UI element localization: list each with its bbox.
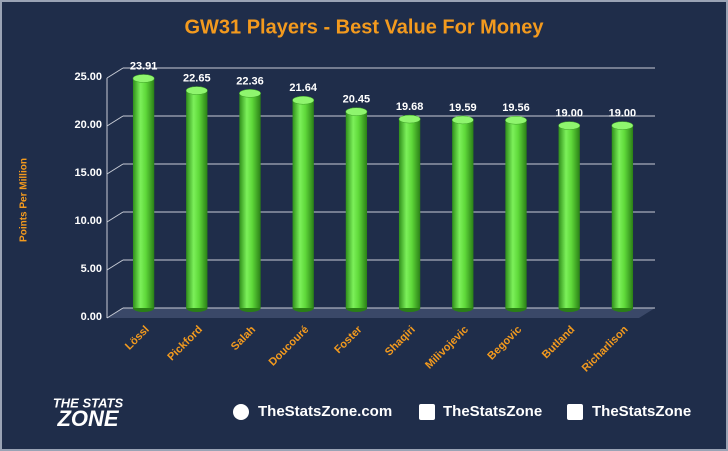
y-axis-label: Points Per Million bbox=[19, 158, 30, 242]
footer: THE STATS ZONE TheStatsZone.com TheStats… bbox=[53, 395, 691, 430]
value-label: 19.00 bbox=[555, 108, 583, 120]
chart-title: GW31 Players - Best Value For Money bbox=[184, 16, 544, 38]
bar-top bbox=[345, 107, 368, 116]
bar bbox=[505, 120, 527, 308]
facebook: TheStatsZone bbox=[443, 403, 542, 420]
bar-top bbox=[611, 121, 634, 130]
bar-top bbox=[505, 115, 527, 125]
bar bbox=[611, 125, 634, 308]
y-tick-label: 5.00 bbox=[81, 263, 102, 275]
grid-line-side bbox=[106, 307, 124, 319]
grid-line-side bbox=[106, 67, 124, 79]
bar bbox=[452, 119, 474, 308]
bar-top bbox=[558, 121, 581, 130]
bar bbox=[558, 125, 580, 308]
bar-top bbox=[132, 74, 155, 83]
value-label: 20.45 bbox=[343, 94, 371, 106]
grid-line-side bbox=[106, 211, 124, 223]
bar bbox=[398, 119, 421, 309]
bar bbox=[132, 78, 155, 309]
value-label: 23.91 bbox=[130, 60, 158, 72]
bar bbox=[186, 90, 208, 308]
value-label: 19.56 bbox=[502, 102, 530, 114]
globe-icon bbox=[233, 404, 249, 420]
bar-top bbox=[239, 89, 261, 98]
value-label: 19.68 bbox=[396, 101, 424, 113]
bar bbox=[292, 100, 314, 308]
y-tick-label: 15.00 bbox=[74, 167, 102, 179]
value-label: 19.00 bbox=[609, 108, 637, 120]
value-label: 22.36 bbox=[236, 75, 264, 87]
value-label: 19.59 bbox=[449, 102, 477, 114]
logo-bottom: ZONE bbox=[56, 406, 119, 431]
twitter-icon bbox=[567, 404, 583, 420]
bar-top bbox=[398, 114, 421, 124]
bar-top bbox=[292, 96, 315, 105]
grid-line-side bbox=[106, 115, 124, 127]
logo-top: THE STATS bbox=[53, 395, 124, 410]
value-label: 21.64 bbox=[289, 82, 317, 94]
twitter: TheStatsZone bbox=[592, 403, 691, 420]
grid-line-side bbox=[106, 163, 124, 175]
y-tick-label: 10.00 bbox=[74, 215, 102, 227]
y-tick-label: 0.00 bbox=[81, 311, 102, 323]
bar-top bbox=[185, 86, 208, 95]
value-label: 22.65 bbox=[183, 72, 211, 84]
y-tick-label: 25.00 bbox=[74, 71, 102, 83]
bar-top bbox=[451, 115, 474, 125]
y-tick-label: 20.00 bbox=[74, 119, 102, 131]
grid-line-side bbox=[106, 259, 124, 271]
facebook-icon bbox=[419, 404, 435, 420]
bar bbox=[345, 111, 368, 309]
website: TheStatsZone.com bbox=[258, 403, 392, 420]
bar bbox=[239, 93, 261, 309]
